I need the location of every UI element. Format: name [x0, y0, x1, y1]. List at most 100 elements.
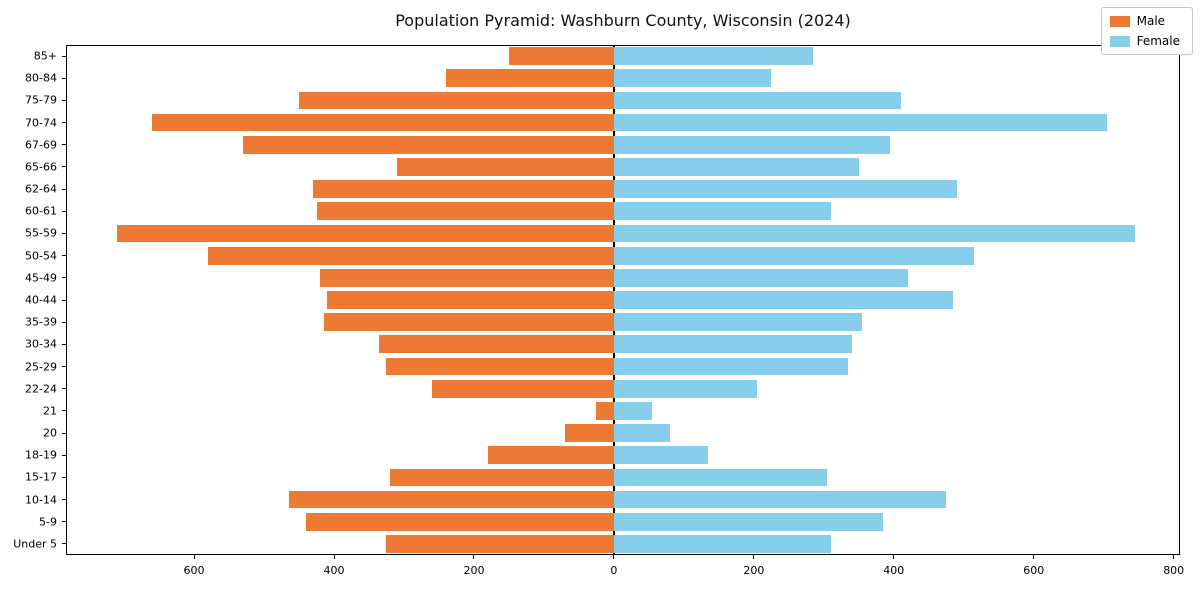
y-tick-label: 40-44 [25, 293, 57, 307]
y-tick-label: 62-64 [25, 182, 57, 196]
x-tick-mark [193, 555, 195, 559]
bar-male-62-64 [313, 180, 614, 198]
y-tick-mark [62, 432, 66, 434]
legend-item-male: Male [1109, 14, 1180, 28]
y-tick-mark [62, 521, 66, 523]
bar-female-75-79 [613, 91, 901, 110]
y-tick-label: 50-54 [25, 249, 57, 263]
bar-male-15-17 [389, 468, 614, 487]
plot-area [66, 45, 1180, 555]
y-tick-mark [62, 232, 66, 234]
bar-male-40-44 [327, 291, 614, 309]
y-tick-label: 22-24 [25, 382, 57, 396]
y-tick-label: 67-69 [25, 138, 57, 152]
bar-female-50-54 [613, 246, 975, 265]
y-tick-label: 18-19 [25, 448, 57, 462]
y-tick-mark [62, 255, 66, 257]
y-tick-label: 55-59 [25, 226, 57, 240]
x-tick-label: 400 [883, 564, 905, 577]
bar-female-40-44 [613, 291, 954, 309]
y-tick-label: 85+ [33, 49, 57, 63]
bar-female-5-9 [613, 512, 884, 531]
x-tick-label: 600 [1023, 564, 1045, 577]
x-tick-mark [1173, 555, 1175, 559]
bar-female-55-59 [613, 224, 1136, 243]
bar-male-45-49 [320, 268, 614, 287]
bar-male-67-69 [243, 135, 614, 154]
bar-female-45-49 [613, 268, 908, 287]
y-tick-mark [62, 499, 66, 501]
bar-male-Under 5 [386, 535, 614, 553]
bar-male-65-66 [396, 158, 614, 176]
bar-female-62-64 [613, 180, 957, 198]
x-tick-label: 400 [323, 564, 345, 577]
bar-male-21 [596, 402, 614, 420]
y-tick-label: 5-9 [39, 515, 57, 529]
bar-male-20 [564, 424, 614, 442]
x-tick-mark [1033, 555, 1035, 559]
bar-female-21 [613, 402, 653, 420]
y-tick-label: 45-49 [25, 271, 57, 285]
legend: Male Female [1100, 7, 1193, 55]
bar-female-Under 5 [613, 535, 831, 553]
y-tick-label: 21 [43, 404, 57, 418]
x-tick-mark [753, 555, 755, 559]
x-tick-mark [613, 555, 615, 559]
bar-female-80-84 [613, 69, 772, 88]
y-tick-mark [62, 321, 66, 323]
bar-male-30-34 [379, 335, 614, 354]
y-tick-mark [62, 122, 66, 124]
y-tick-label: 75-79 [25, 93, 57, 107]
y-tick-label: 20 [43, 426, 57, 440]
y-tick-mark [62, 388, 66, 390]
x-tick-mark [473, 555, 475, 559]
y-tick-label: Under 5 [13, 537, 57, 551]
y-tick-mark [62, 277, 66, 279]
bar-male-70-74 [152, 113, 614, 132]
y-tick-mark [62, 543, 66, 545]
y-tick-label: 60-61 [25, 204, 57, 218]
bar-female-67-69 [613, 135, 891, 154]
y-tick-label: 10-14 [25, 493, 57, 507]
bar-female-70-74 [613, 113, 1108, 132]
bar-female-22-24 [613, 379, 758, 398]
legend-item-female: Female [1109, 34, 1180, 48]
x-tick-mark [333, 555, 335, 559]
y-tick-mark [62, 99, 66, 101]
bar-male-10-14 [288, 490, 614, 509]
chart-title: Population Pyramid: Washburn County, Wis… [395, 11, 851, 30]
bar-female-20 [613, 424, 670, 442]
bar-male-22-24 [431, 379, 614, 398]
y-tick-mark [62, 210, 66, 212]
x-tick-label: 200 [743, 564, 765, 577]
bar-male-80-84 [445, 69, 614, 88]
y-tick-label: 35-39 [25, 315, 57, 329]
bar-female-25-29 [613, 357, 849, 376]
bar-male-35-39 [323, 313, 614, 332]
y-tick-mark [62, 188, 66, 190]
bar-male-5-9 [306, 512, 614, 531]
female-legend-label: Female [1136, 34, 1180, 48]
bar-male-85+ [508, 47, 614, 65]
y-tick-mark [62, 410, 66, 412]
x-tick-label: 0 [610, 564, 618, 577]
y-tick-mark [62, 343, 66, 345]
x-tick-label: 800 [1163, 564, 1185, 577]
x-tick-label: 200 [463, 564, 485, 577]
y-tick-label: 70-74 [25, 116, 57, 130]
y-tick-mark [62, 476, 66, 478]
y-tick-mark [62, 55, 66, 57]
y-tick-label: 25-29 [25, 360, 57, 374]
bar-female-85+ [613, 47, 814, 65]
bar-female-10-14 [613, 490, 947, 509]
male-legend-label: Male [1136, 14, 1166, 28]
bar-female-15-17 [613, 468, 828, 487]
bar-female-60-61 [613, 202, 831, 221]
bar-female-18-19 [613, 446, 709, 465]
y-tick-label: 65-66 [25, 160, 57, 174]
y-tick-mark [62, 166, 66, 168]
y-tick-mark [62, 77, 66, 79]
bar-male-75-79 [299, 91, 614, 110]
y-tick-label: 15-17 [25, 470, 57, 484]
